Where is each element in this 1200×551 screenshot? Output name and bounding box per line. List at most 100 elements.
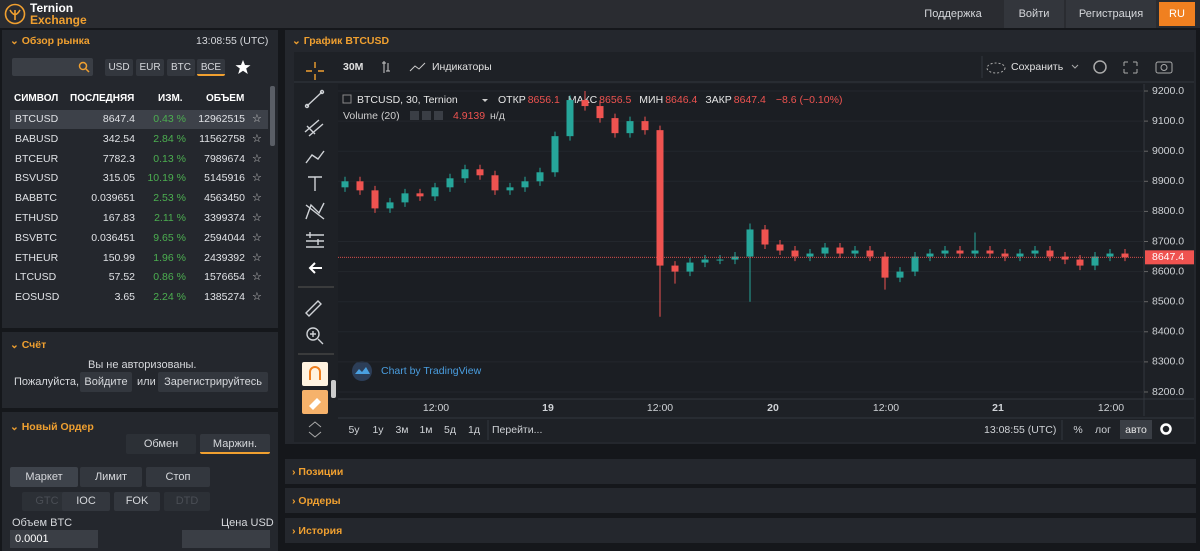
table-cell: 2439392 bbox=[204, 251, 245, 264]
table-cell: 2.53 % bbox=[153, 192, 186, 205]
range-button[interactable]: 1д bbox=[468, 424, 480, 436]
save[interactable]: Сохранить bbox=[1011, 61, 1064, 73]
title-text: История bbox=[298, 525, 343, 537]
favorite-star[interactable]: ☆ bbox=[252, 172, 262, 185]
indicators-icon bbox=[409, 62, 426, 72]
favorite-star[interactable]: ☆ bbox=[252, 113, 262, 125]
ohlc-label: МИН bbox=[639, 94, 663, 106]
indicators[interactable]: Индикаторы bbox=[432, 61, 492, 73]
order-type[interactable]: Маркет bbox=[10, 467, 78, 487]
ohlc-label: ЗАКР bbox=[705, 94, 731, 106]
language[interactable]: RU bbox=[1159, 2, 1195, 26]
table-cell: BSVUSD bbox=[15, 172, 59, 185]
favorite-star[interactable]: ☆ bbox=[252, 271, 262, 284]
range-button[interactable]: 5у bbox=[348, 424, 360, 436]
table-cell: 9.65 % bbox=[153, 231, 186, 244]
filter-button[interactable]: EUR bbox=[136, 59, 164, 76]
order-type[interactable]: Стоп bbox=[146, 467, 210, 487]
panel-title: › История bbox=[292, 525, 343, 537]
price-label: 8700.0 bbox=[1152, 235, 1184, 247]
tif-option[interactable]: FOK bbox=[114, 492, 160, 511]
table-cell: 7989674 bbox=[204, 152, 245, 165]
candle-body bbox=[596, 106, 604, 119]
candle-body bbox=[401, 193, 409, 203]
price-label: 9100.0 bbox=[1152, 115, 1184, 127]
candle-body bbox=[821, 247, 829, 254]
amount-input[interactable]: 0.0001 bbox=[10, 530, 98, 548]
candle-body bbox=[791, 250, 799, 257]
auto-scale[interactable]: авто bbox=[1125, 424, 1147, 436]
mode-tab[interactable]: Маржин. bbox=[200, 434, 270, 454]
tif-option[interactable]: DTD bbox=[164, 492, 210, 511]
favorite-star[interactable]: ☆ bbox=[252, 212, 262, 224]
candle-body bbox=[521, 181, 529, 188]
field-label: Цена USD bbox=[221, 517, 274, 529]
table-cell: 7782.3 bbox=[102, 152, 135, 165]
table-cell: 315.05 bbox=[102, 172, 135, 185]
favorite-star[interactable]: ☆ bbox=[252, 132, 262, 145]
candle-style-icon[interactable] bbox=[382, 61, 390, 73]
search[interactable] bbox=[12, 58, 93, 76]
order-type[interactable]: Лимит bbox=[80, 467, 142, 487]
table-cell: 2.84 % bbox=[153, 132, 186, 145]
candle-body bbox=[986, 250, 994, 254]
nav-link[interactable]: Регистрация bbox=[1066, 0, 1156, 28]
range-button[interactable]: 3м bbox=[395, 424, 408, 436]
drawing-tools[interactable] bbox=[298, 62, 334, 355]
table-row[interactable] bbox=[10, 110, 268, 129]
fullscreen-icon[interactable] bbox=[1123, 61, 1138, 74]
candle-body bbox=[446, 178, 454, 188]
price-label: 8200.0 bbox=[1152, 386, 1184, 398]
register-button[interactable]: Зарегистрируйтесь bbox=[158, 372, 268, 392]
time-label: 20 bbox=[767, 402, 779, 414]
table-cell: 1385274 bbox=[204, 291, 245, 304]
candle-body bbox=[701, 259, 709, 263]
column-header: ОБЪЕМ bbox=[206, 93, 245, 104]
candle-body bbox=[881, 256, 889, 278]
range-button[interactable]: 1м bbox=[419, 424, 432, 436]
range-button[interactable]: 5д bbox=[444, 424, 456, 436]
filter-button[interactable]: BTC bbox=[167, 59, 195, 76]
login-text: или bbox=[137, 376, 156, 388]
mode-tab[interactable]: Обмен bbox=[126, 434, 196, 454]
filter-button[interactable]: ВСЕ bbox=[197, 59, 225, 76]
table-cell: 8647.4 bbox=[102, 113, 135, 125]
tif-option[interactable]: GTC bbox=[22, 492, 72, 511]
candle-body bbox=[1091, 256, 1099, 266]
nav-link[interactable]: Поддержка bbox=[924, 8, 982, 20]
favorite-star[interactable]: ☆ bbox=[252, 291, 262, 304]
time-label: 12:00 bbox=[647, 402, 673, 414]
collapsed-panel[interactable] bbox=[285, 518, 1196, 543]
favorite-star[interactable]: ☆ bbox=[252, 251, 262, 264]
filter-button[interactable]: USD bbox=[105, 59, 133, 76]
watermark: Chart by TradingView bbox=[381, 365, 482, 377]
table-cell: 4563450 bbox=[204, 192, 245, 205]
table-cell: BABBTC bbox=[15, 192, 58, 205]
table-cell: BTCUSD bbox=[15, 113, 59, 125]
settings-icon[interactable] bbox=[1093, 60, 1107, 74]
settings-icon[interactable] bbox=[1160, 423, 1172, 435]
login-button[interactable]: Войдите bbox=[80, 372, 132, 392]
interval[interactable]: 30M bbox=[343, 61, 364, 73]
log-scale[interactable]: лог bbox=[1095, 424, 1111, 436]
candle-body bbox=[476, 169, 484, 176]
nav-link[interactable]: Войти bbox=[1004, 0, 1064, 28]
favorites[interactable] bbox=[235, 59, 251, 75]
title-text: Новый Ордер bbox=[21, 421, 94, 433]
range-button[interactable]: 1у bbox=[372, 424, 384, 436]
collapsed-panel[interactable] bbox=[285, 459, 1196, 484]
price-label: 9000.0 bbox=[1152, 145, 1184, 157]
login-text: Пожалуйста, bbox=[14, 376, 80, 388]
favorite-star[interactable]: ☆ bbox=[252, 231, 262, 244]
collapsed-panel[interactable] bbox=[285, 488, 1196, 513]
tif-option[interactable]: IOC bbox=[62, 492, 110, 511]
goto[interactable]: Перейти... bbox=[492, 424, 542, 436]
favorite-star[interactable]: ☆ bbox=[252, 152, 262, 165]
percent-scale[interactable]: % bbox=[1073, 424, 1082, 436]
table-cell: 10.19 % bbox=[147, 172, 186, 185]
screenshot-icon[interactable] bbox=[1155, 61, 1173, 74]
table-cell: 167.83 bbox=[102, 212, 135, 224]
price-input[interactable] bbox=[182, 530, 270, 548]
favorite-star[interactable]: ☆ bbox=[252, 192, 262, 205]
